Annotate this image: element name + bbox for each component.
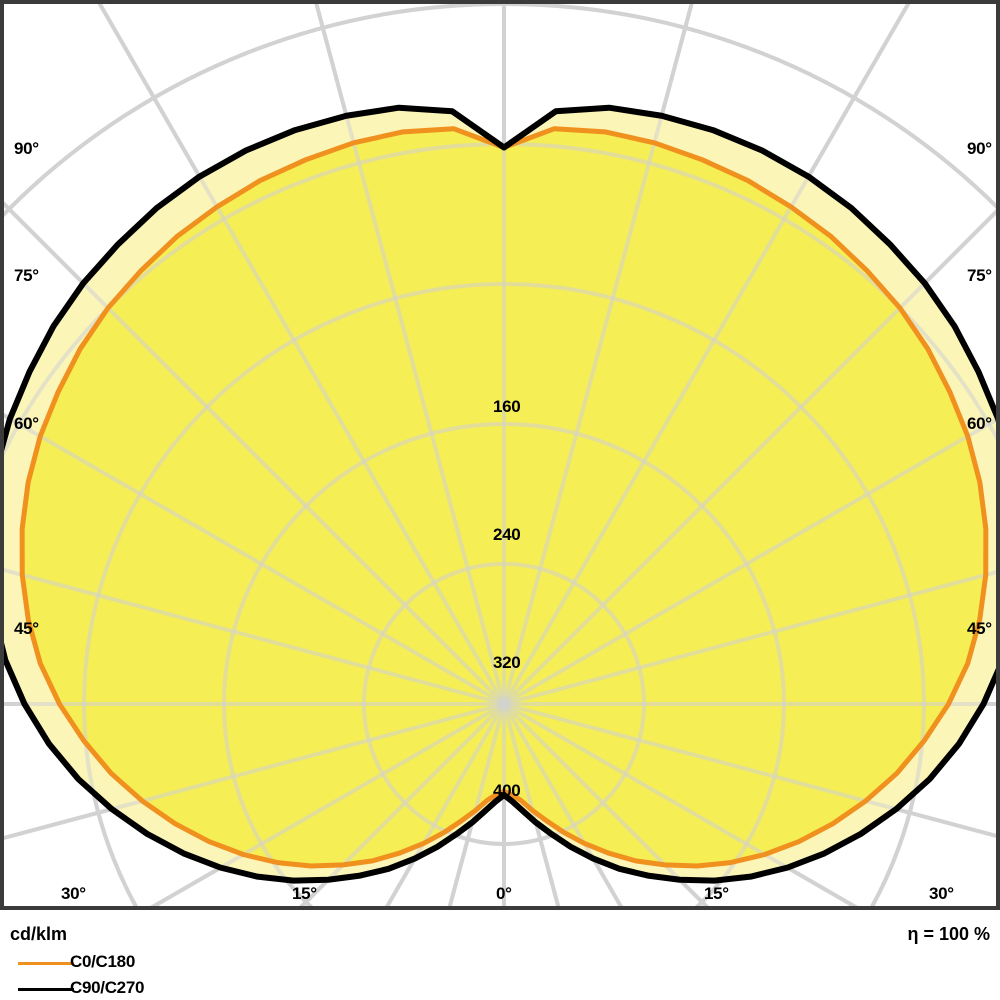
grid-spoke-overlay-150 bbox=[502, 703, 623, 906]
polar-grid-overlay bbox=[4, 4, 996, 906]
grid-spoke-overlay-120 bbox=[503, 702, 858, 906]
grid-spoke-overlay-165 bbox=[502, 703, 561, 906]
angle-label-left-2: 60° bbox=[14, 414, 39, 433]
angle-label-left-1: 75° bbox=[14, 266, 39, 285]
grid-spoke-overlay-45 bbox=[502, 209, 996, 706]
chart-footer: cd/klm η = 100 % C0/C180 C90/C270 bbox=[0, 910, 1000, 1000]
radial-tick-label-240: 240 bbox=[493, 525, 521, 544]
angle-label-bottom-2: 0° bbox=[496, 884, 512, 903]
grid-spoke-overlay--165 bbox=[447, 703, 506, 906]
grid-spoke-overlay-15 bbox=[502, 4, 694, 705]
angle-label-bottom-1: 15° bbox=[292, 884, 317, 903]
grid-spoke-overlay--60 bbox=[4, 413, 506, 706]
angle-label-right-2: 60° bbox=[967, 414, 992, 433]
angle-label-left-3: 45° bbox=[14, 619, 39, 638]
legend-item-c0-c180: C0/C180 bbox=[0, 952, 320, 974]
angle-label-right-3: 45° bbox=[967, 619, 992, 638]
polar-plot-canvas bbox=[4, 4, 996, 906]
grid-spoke-overlay--45 bbox=[4, 201, 506, 706]
grid-spoke-overlay--75 bbox=[4, 567, 505, 706]
curve-c0-c180 bbox=[19, 126, 989, 869]
grid-spoke-overlay--15 bbox=[314, 4, 506, 705]
radial-tick-label-400: 400 bbox=[493, 781, 521, 800]
grid-spoke-overlay-30 bbox=[502, 4, 911, 705]
angle-label-right-1: 75° bbox=[967, 266, 992, 285]
grid-spoke-overlay-75 bbox=[503, 570, 996, 706]
grid-spoke-overlay-60 bbox=[503, 417, 996, 706]
legend-item-c90-c270: C90/C270 bbox=[0, 978, 320, 1000]
distribution-curves bbox=[4, 104, 996, 884]
legend-swatch-c0-c180 bbox=[18, 962, 74, 965]
grid-spoke-overlay--150 bbox=[385, 703, 506, 906]
curve-c90-c270 bbox=[4, 104, 996, 884]
legend-swatch-c90-c270 bbox=[18, 988, 74, 991]
angle-label-bottom-0: 30° bbox=[61, 884, 86, 903]
angle-label-right-0: 90° bbox=[967, 139, 992, 158]
grid-spoke-overlay--120 bbox=[150, 702, 506, 906]
grid-spoke-overlay--135 bbox=[299, 702, 506, 906]
grid-spoke-overlay--30 bbox=[97, 4, 506, 705]
radial-tick-label-160: 160 bbox=[493, 397, 521, 416]
grid-spoke-overlay--105 bbox=[4, 702, 505, 841]
grid-spoke-overlay-135 bbox=[502, 702, 709, 906]
angle-label-bottom-3: 15° bbox=[704, 884, 729, 903]
radial-tick-label-320: 320 bbox=[493, 653, 521, 672]
grid-spoke-overlay-105 bbox=[503, 702, 996, 838]
angle-label-left-0: 90° bbox=[14, 139, 39, 158]
unit-label: cd/klm bbox=[10, 924, 68, 944]
legend-label-c90-c270: C90/C270 bbox=[70, 978, 145, 997]
polar-plot-frame: 160 240 320 400 90° 75° 60° 45° 90° 75° 60° 45° 30°… bbox=[0, 0, 1000, 910]
efficiency-label: η = 100 % bbox=[907, 924, 990, 944]
angle-label-bottom-4: 30° bbox=[929, 884, 954, 903]
legend-label-c0-c180: C0/C180 bbox=[70, 952, 135, 971]
